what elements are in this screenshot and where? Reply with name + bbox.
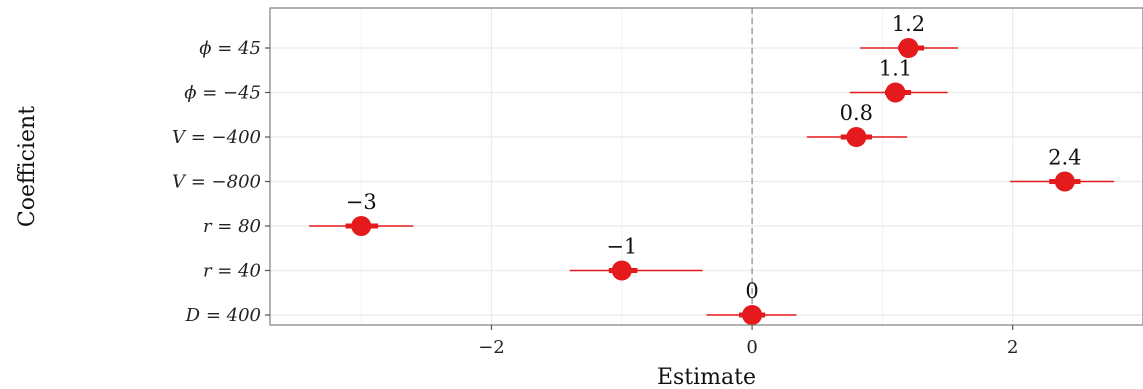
y-tick-label: ϕ = 45 (199, 38, 261, 59)
marks-layer: 0 −1 −3 2.4 0.81.1 1.2 (309, 12, 1115, 325)
data-label: −3 (346, 190, 377, 214)
y-tick-label: r = 40 (203, 261, 261, 282)
plot-panel-border (269, 7, 1143, 326)
data-label: 1.2 (892, 12, 925, 36)
grid-layer (270, 8, 1143, 325)
data-label: 2.4 (1048, 146, 1081, 170)
y-tick-label: ϕ = −45 (184, 83, 261, 104)
data-label: 1.1 (879, 57, 912, 81)
estimate-point (742, 305, 763, 325)
x-tick-label: −2 (478, 337, 505, 358)
data-label: −1 (606, 235, 637, 259)
y-tick-label: D = 400 (185, 305, 261, 326)
x-axis-title: Estimate (657, 365, 756, 389)
estimate-point (1054, 171, 1075, 192)
estimate-point (885, 82, 906, 103)
y-tick-label: V = −400 (172, 127, 261, 148)
estimate-point (611, 260, 632, 281)
estimate-point (898, 38, 919, 58)
y-axis-title: Coefficient (15, 106, 40, 227)
y-tick-label: r = 80 (203, 216, 261, 237)
estimate-point (846, 127, 867, 147)
axes-layer: −2 0 2 D = 400 r = 40 r = 80 V = −800 V = −400 ϕ… (172, 38, 1018, 358)
x-tick-label: 2 (1007, 337, 1018, 358)
estimate-point (351, 216, 372, 236)
y-tick-label: V = −800 (172, 172, 261, 193)
data-label: 0.8 (840, 101, 873, 125)
data-label: 0 (745, 279, 758, 303)
x-tick-label: 0 (746, 337, 757, 358)
